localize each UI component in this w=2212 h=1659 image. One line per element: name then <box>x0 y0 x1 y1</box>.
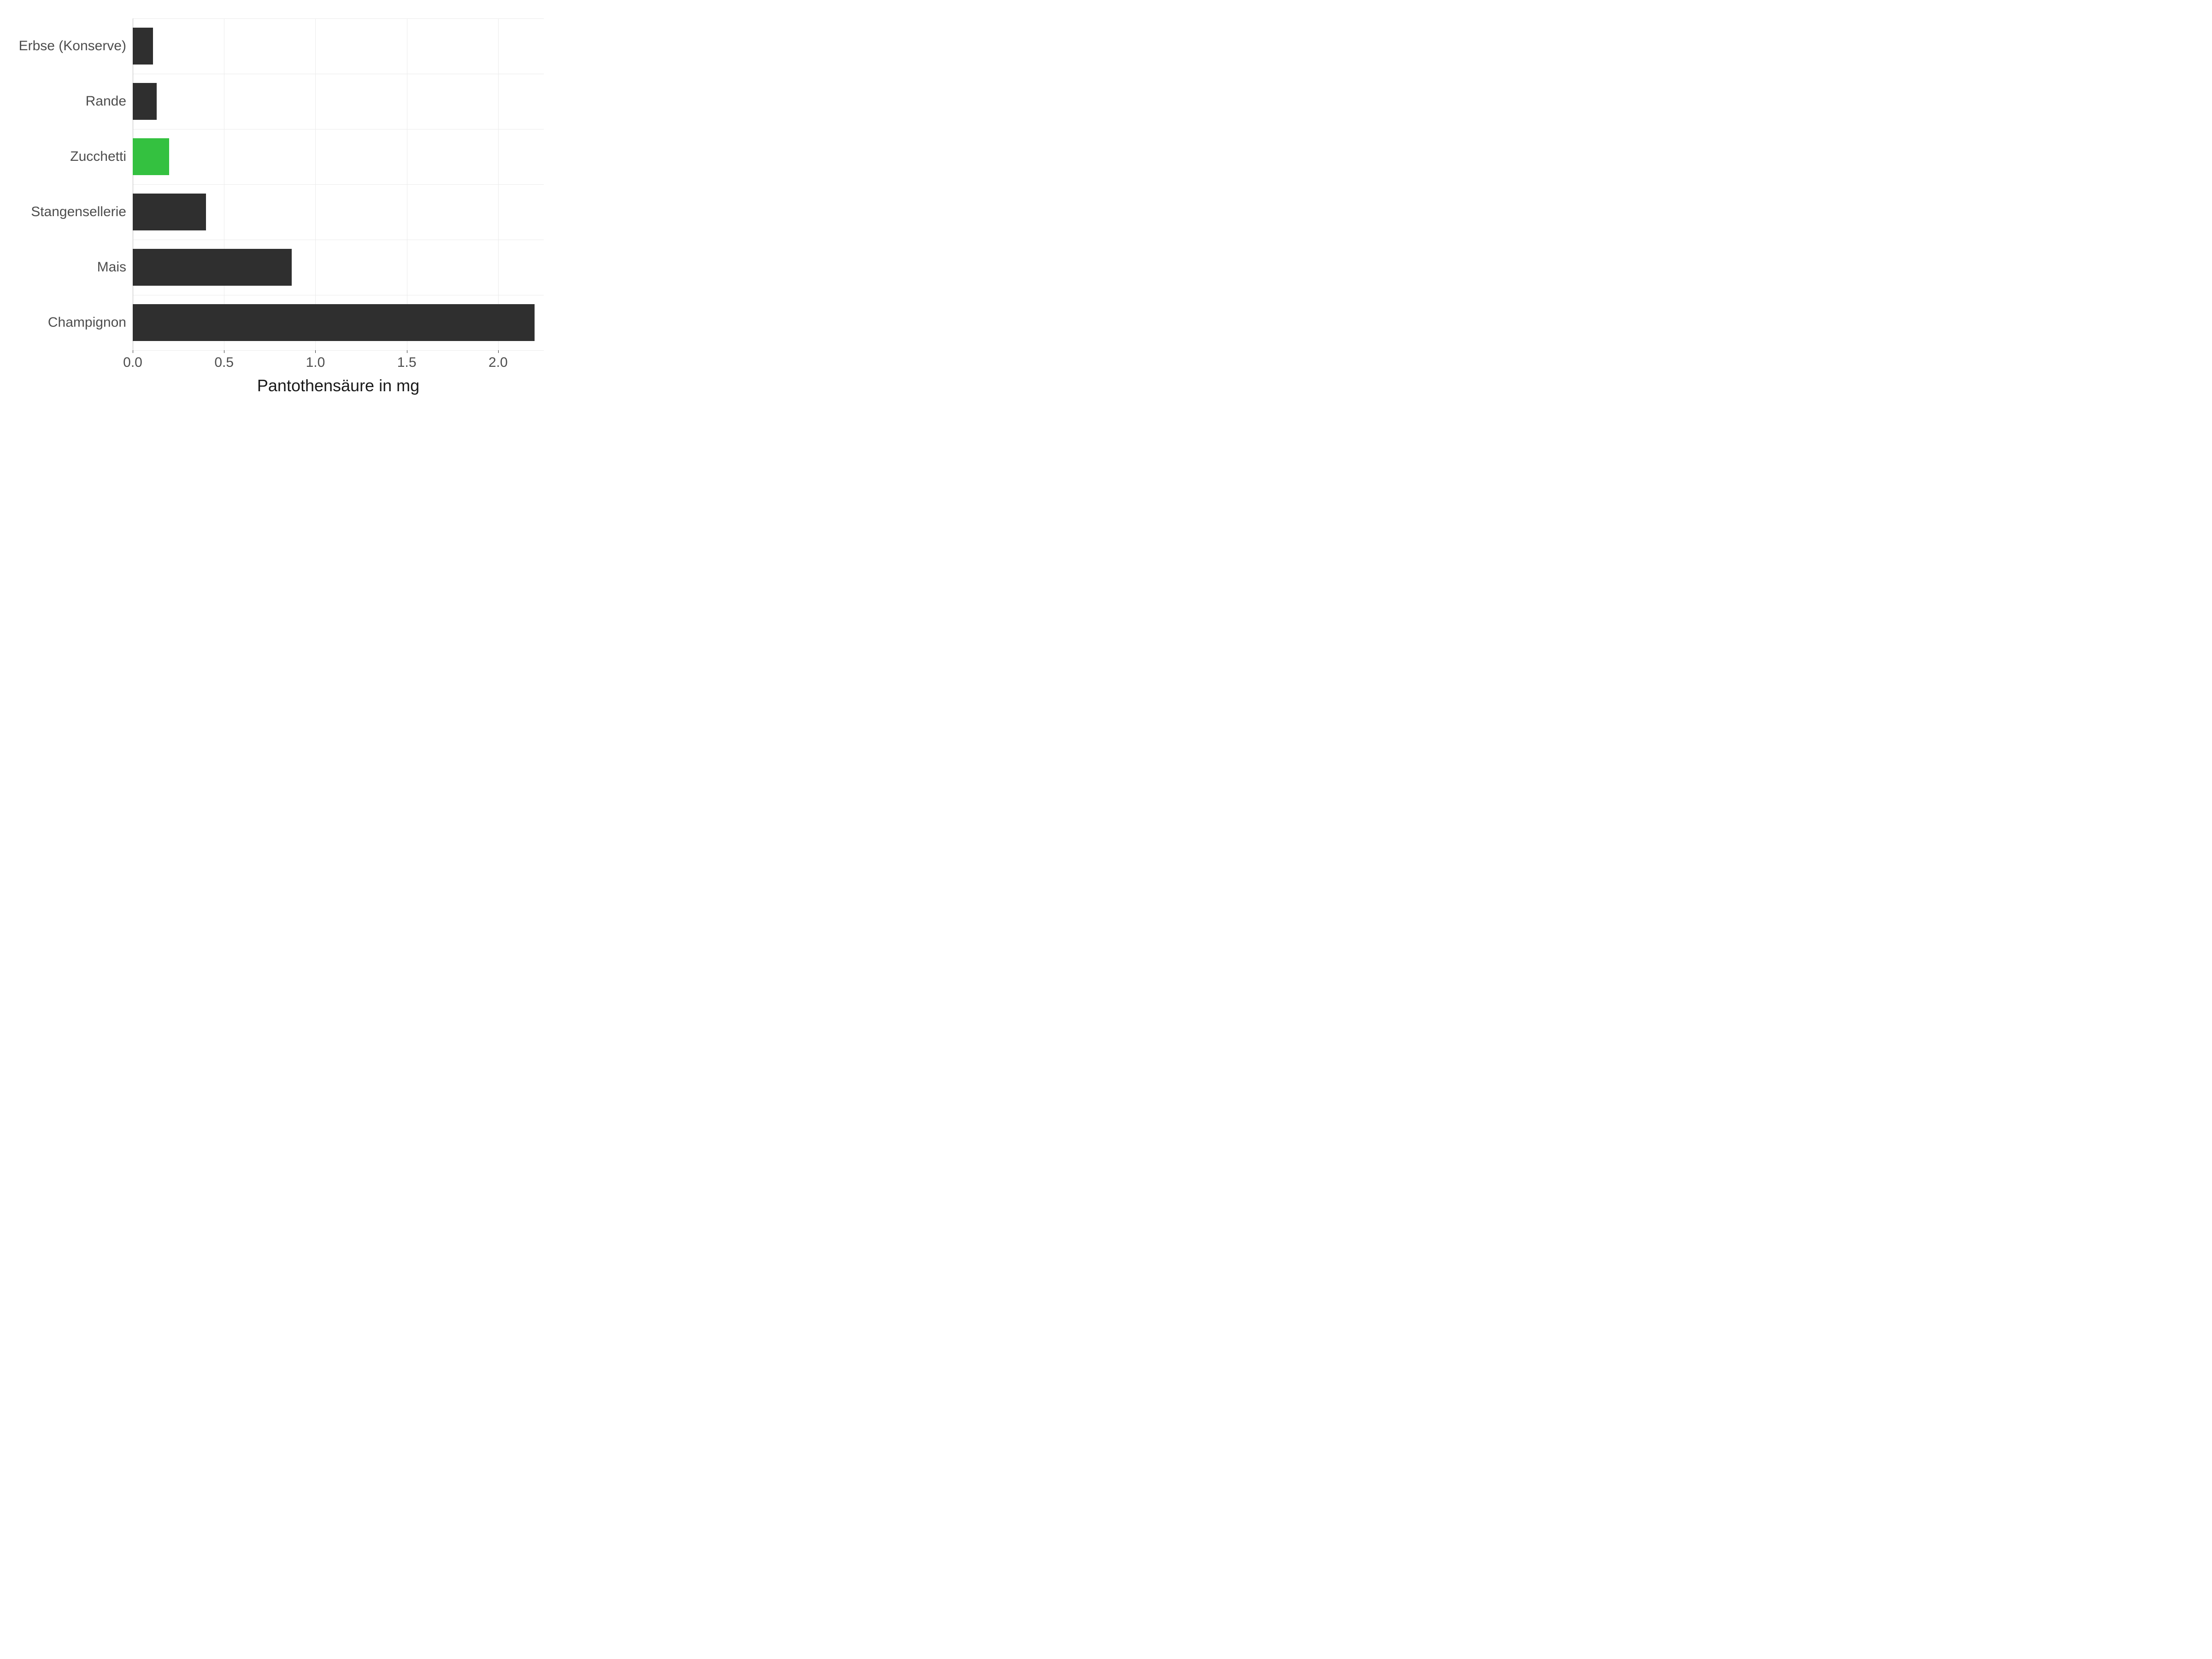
x-axis-title: Pantothensäure in mg <box>257 376 419 395</box>
bar <box>133 28 153 65</box>
y-axis-category-label: Rande <box>86 94 133 109</box>
gridline-horizontal <box>133 350 544 351</box>
bar <box>133 249 292 286</box>
gridline-horizontal <box>133 184 544 185</box>
bar <box>133 83 157 120</box>
bar <box>133 194 206 230</box>
gridline-vertical <box>315 18 316 350</box>
x-axis-tick-label: 0.0 <box>123 350 142 371</box>
y-axis-category-label: Mais <box>97 259 133 275</box>
bar <box>133 304 535 341</box>
y-axis-category-label: Stangensellerie <box>31 204 133 220</box>
bar-chart: 0.0 0.5 1.0 1.5 2.0 Erbse (Konserve) Rande Zucc… <box>0 0 553 415</box>
gridline-horizontal <box>133 18 544 19</box>
bar <box>133 138 169 175</box>
y-axis-category-label: Zucchetti <box>70 149 133 165</box>
y-axis-category-label: Champignon <box>48 315 133 330</box>
plot-area: 0.00.51.01.52.0Erbse (Konserve)RandeZucc… <box>133 18 544 350</box>
x-axis-tick-label: 2.0 <box>488 350 508 371</box>
x-axis-tick-label: 1.5 <box>397 350 417 371</box>
gridline-vertical <box>498 18 499 350</box>
x-axis-tick-label: 0.5 <box>214 350 234 371</box>
y-axis-category-label: Erbse (Konserve) <box>19 38 133 54</box>
x-axis-tick-label: 1.0 <box>306 350 325 371</box>
